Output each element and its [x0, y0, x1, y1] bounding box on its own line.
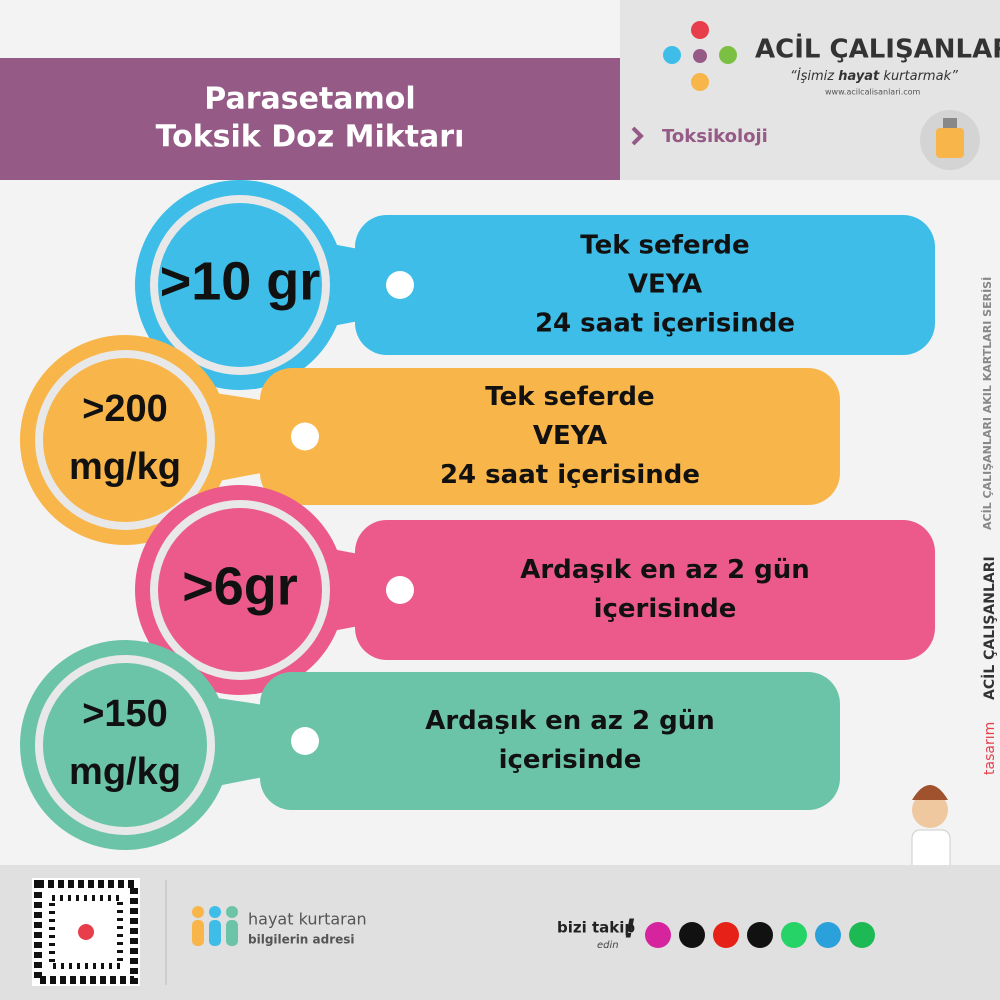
brand-url: www.acilcalisanlari.com — [825, 88, 921, 97]
card-pill — [355, 520, 935, 660]
card-pill — [355, 215, 935, 355]
category: Toksikoloji — [662, 126, 768, 147]
card-pill — [260, 672, 840, 810]
card-text: içerisinde — [594, 594, 737, 624]
card-hole — [386, 576, 414, 604]
card-ring — [150, 500, 330, 680]
spotify-icon[interactable] — [849, 922, 875, 948]
dose: >200 — [82, 388, 168, 430]
telegram-icon[interactable] — [815, 922, 841, 948]
x-icon[interactable] — [679, 922, 705, 948]
title-bar — [0, 58, 620, 180]
category-arrow — [631, 126, 644, 146]
card-text: VEYA — [628, 270, 702, 300]
card-hole — [386, 271, 414, 299]
tagline-part: hayat — [838, 69, 880, 84]
card-text: Tek seferde — [580, 231, 749, 261]
card-text: 24 saat içerisinde — [440, 460, 700, 490]
dose: >10 gr — [160, 251, 321, 311]
slogan-line: bilgilerin adresi — [248, 933, 355, 947]
card-hole — [291, 422, 319, 451]
dose: >6gr — [182, 556, 298, 616]
brand-logo — [663, 21, 737, 91]
dose: >150 — [82, 693, 168, 735]
title-line: Toksik Doz Miktarı — [156, 120, 465, 155]
card-ring — [150, 195, 330, 375]
cards: >10 gr Tek seferde VEYA 24 saat içerisinde >… — [20, 180, 935, 850]
dose: mg/kg — [69, 446, 181, 488]
tiktok-icon[interactable] — [747, 922, 773, 948]
social-icons[interactable] — [645, 922, 875, 948]
card-text: içerisinde — [499, 745, 642, 775]
series-label: ACİL ÇALIŞANLARI AKIL KARTLARI SERİSİ — [980, 277, 994, 530]
side-brand: ACİL ÇALIŞANLARI — [981, 556, 998, 700]
title-line: Parasetamol — [204, 82, 415, 117]
tagline-part: kurtarmak” — [879, 69, 958, 84]
design-label: tasarım — [982, 722, 998, 775]
slogan-icon — [192, 906, 238, 946]
follow-label: edin — [597, 940, 619, 951]
card-pill — [260, 368, 840, 505]
dose: mg/kg — [69, 751, 181, 793]
card-ring — [35, 350, 215, 530]
brand-name: ACİL ÇALIŞANLARI — [755, 33, 1000, 65]
card-text: 24 saat içerisinde — [535, 309, 795, 339]
card-text: Tek seferde — [485, 382, 654, 412]
whatsapp-icon[interactable] — [781, 922, 807, 948]
brand-tagline: “İşimiz hayat kurtarmak” — [790, 68, 958, 84]
card-text: Ardaşık en az 2 gün — [425, 706, 715, 736]
qr-code — [32, 878, 140, 986]
youtube-icon[interactable] — [713, 922, 739, 948]
card-ring — [35, 655, 215, 835]
card-text: VEYA — [533, 421, 607, 451]
category-icon — [920, 110, 980, 170]
follow-mark: ! — [624, 915, 636, 945]
slogan-line: hayat kurtaran — [248, 910, 367, 929]
card-text: Ardaşık en az 2 gün — [520, 555, 810, 585]
instagram-icon[interactable] — [645, 922, 671, 948]
card-hole — [291, 727, 319, 755]
tagline-part: “İşimiz — [790, 68, 838, 84]
follow-label: bizi takip — [557, 919, 635, 937]
